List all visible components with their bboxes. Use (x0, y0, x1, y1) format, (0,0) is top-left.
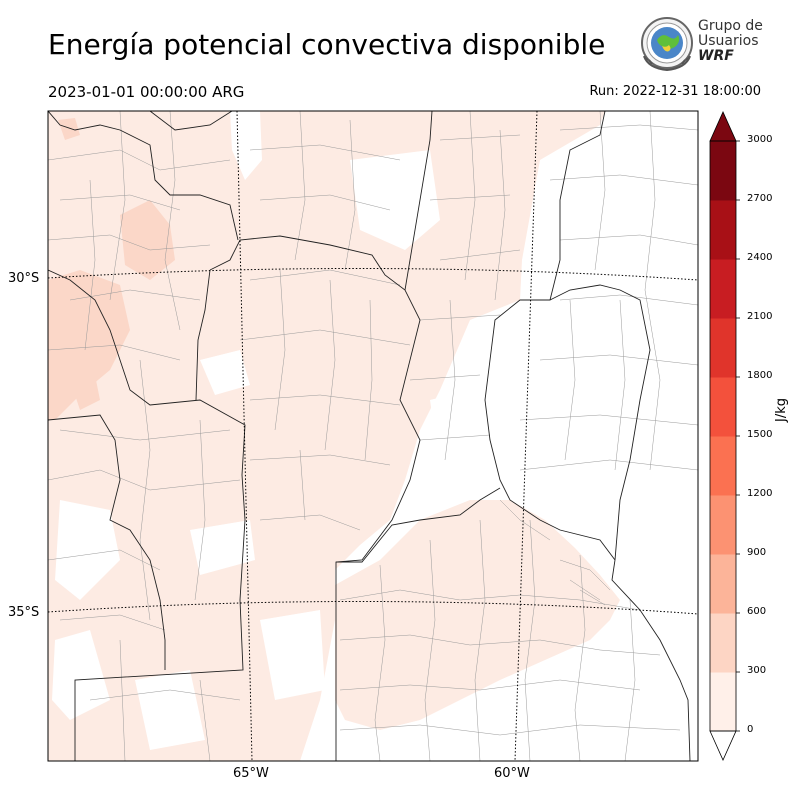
colorbar (709, 111, 740, 761)
lat-label-30s: 30°S (8, 271, 40, 286)
province-boundaries (48, 111, 691, 761)
cape-gap-7 (260, 610, 325, 700)
run-time: Run: 2022-12-31 18:00:00 (589, 84, 761, 99)
valid-time: 2023-01-01 00:00:00 ARG (48, 83, 245, 101)
map-frame (47, 110, 699, 762)
colorbar-tick-label: 2400 (747, 252, 773, 263)
colorbar-band (710, 436, 736, 496)
latitude-line-30s (48, 267, 698, 281)
cape-gap-5 (190, 520, 255, 575)
cape-gap-9 (430, 390, 480, 470)
colorbar-band (710, 141, 736, 201)
logo: Grupo de Usuarios WRF (638, 16, 768, 76)
colorbar-band (710, 495, 736, 555)
colorbar-tick-label: 1200 (747, 488, 773, 499)
colorbar-band (710, 672, 736, 732)
colorbar-tick-label: 2100 (747, 311, 773, 322)
colorbar-tick-label: 300 (747, 665, 767, 676)
cape-area-300-600-b (120, 200, 175, 280)
cape-gap-6 (52, 630, 110, 720)
page-title: Energía potencial convectiva disponible (48, 28, 606, 61)
logo-line2: Usuarios (698, 33, 759, 49)
lat-label-35s: 35°S (8, 605, 40, 620)
lon-label-60w: 60°W (494, 766, 530, 781)
logo-line3: WRF (698, 48, 734, 64)
cape-area-300-600-a (48, 270, 130, 420)
cape-area-300-600-c (58, 118, 80, 140)
cape-gap-1 (230, 111, 262, 180)
colorbar-band (710, 554, 736, 614)
colorbar-band (710, 200, 736, 260)
department-boundaries (48, 111, 698, 761)
latitude-line-35s (48, 600, 698, 615)
lon-label-65w: 65°W (233, 766, 269, 781)
cape-gap-2 (350, 150, 440, 250)
colorbar-band (710, 613, 736, 673)
colorbar-band (710, 377, 736, 437)
cape-gap-3 (200, 350, 250, 395)
colorbar-band (710, 259, 736, 319)
colorbar-tick-label: 900 (747, 547, 767, 558)
colorbar-unit-label: J/kg (774, 398, 789, 422)
cape-area-300-600-d (70, 375, 100, 410)
colorbar-tick-label: 0 (747, 724, 754, 735)
colorbar-tick-label: 600 (747, 606, 767, 617)
colorbar-extend-min (709, 730, 737, 761)
cape-gap-4 (55, 500, 120, 600)
colorbar-band (710, 318, 736, 378)
cape-field (48, 111, 698, 761)
cape-gap-8 (135, 670, 205, 750)
logo-line1: Grupo de (698, 18, 763, 34)
colorbar-extend-max (709, 111, 737, 142)
colorbar-tick-label: 3000 (747, 134, 773, 145)
globe-emblem-icon (641, 17, 693, 72)
cape-area-southeast (335, 500, 620, 730)
colorbar-tick-label: 1500 (747, 429, 773, 440)
colorbar-tick-label: 2700 (747, 193, 773, 204)
colorbar-tick-label: 1800 (747, 370, 773, 381)
